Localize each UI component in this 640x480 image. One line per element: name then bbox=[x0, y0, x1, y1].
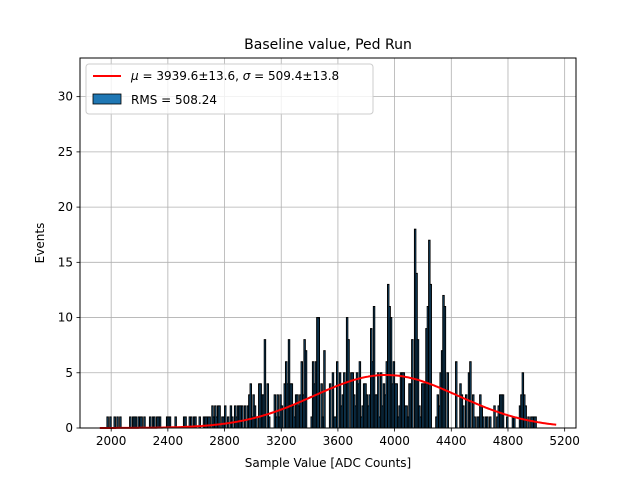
histogram-bar bbox=[143, 416, 146, 429]
histogram-bar bbox=[148, 416, 152, 429]
histogram-bar bbox=[486, 416, 489, 429]
histogram-bar bbox=[241, 405, 244, 429]
legend-rms-label: RMS = 508.24 bbox=[131, 93, 217, 107]
y-tick-label: 20 bbox=[58, 200, 73, 214]
histogram-bar bbox=[473, 416, 476, 429]
histogram-bar bbox=[481, 416, 485, 429]
histogram-bar bbox=[506, 416, 509, 429]
histogram-bar bbox=[113, 416, 116, 429]
legend-fit-label: μ = 3939.6±13.6, σ = 509.4±13.8 bbox=[130, 69, 339, 83]
histogram-bar bbox=[323, 350, 326, 429]
histogram-bar bbox=[119, 416, 122, 429]
x-axis-label: Sample Value [ADC Counts] bbox=[245, 456, 411, 470]
y-tick-label: 10 bbox=[58, 311, 73, 325]
x-tick-label: 3600 bbox=[323, 434, 354, 448]
y-axis-label: Events bbox=[33, 223, 47, 264]
legend-box bbox=[85, 63, 374, 115]
chart-title: Baseline value, Ped Run bbox=[244, 37, 412, 53]
histogram-bar bbox=[243, 405, 247, 429]
x-tick-label: 3200 bbox=[266, 434, 297, 448]
histogram-bar bbox=[328, 383, 332, 429]
histogram-bar bbox=[304, 350, 308, 429]
legend-histogram-swatch bbox=[92, 93, 122, 105]
y-tick-label: 0 bbox=[65, 421, 73, 435]
histogram-bar bbox=[134, 416, 138, 429]
histogram-bar bbox=[443, 306, 447, 429]
y-tick-label: 30 bbox=[58, 90, 73, 104]
histogram-bar bbox=[158, 416, 162, 429]
legend: μ = 3939.6±13.6, σ = 509.4±13.8 RMS = 50… bbox=[85, 63, 374, 115]
histogram-bar bbox=[109, 416, 112, 429]
gaussian-fit-line bbox=[99, 374, 557, 429]
x-axis-ticks: 2000 2400 2800 3200 3600 4000 4400 4800 5200 bbox=[96, 428, 580, 448]
histogram-bar bbox=[255, 416, 258, 429]
y-tick-label: 25 bbox=[58, 145, 73, 159]
histogram-bar bbox=[153, 416, 156, 429]
histogram-bar bbox=[168, 416, 172, 429]
y-tick-label: 15 bbox=[58, 255, 73, 269]
x-tick-label: 4000 bbox=[379, 434, 410, 448]
histogram-bar bbox=[267, 416, 271, 429]
histogram-bar bbox=[513, 416, 516, 429]
histogram-bar bbox=[527, 416, 530, 429]
histogram-bar bbox=[446, 372, 449, 429]
histogram-bar bbox=[489, 416, 492, 429]
histogram-bar bbox=[411, 339, 414, 429]
x-tick-label: 4400 bbox=[436, 434, 467, 448]
histogram-bar bbox=[336, 361, 339, 429]
x-tick-label: 2400 bbox=[153, 434, 184, 448]
histogram-bar bbox=[347, 339, 350, 429]
histogram-bar bbox=[524, 405, 527, 429]
x-tick-label: 4800 bbox=[493, 434, 524, 448]
histogram-bar bbox=[140, 416, 143, 429]
x-tick-label: 2000 bbox=[96, 434, 127, 448]
x-tick-label: 5200 bbox=[549, 434, 580, 448]
histogram-bar bbox=[501, 394, 505, 429]
histogram-bar bbox=[224, 405, 227, 429]
histogram-bar bbox=[317, 317, 320, 429]
y-tick-label: 5 bbox=[65, 366, 73, 380]
histogram-bar bbox=[106, 416, 109, 429]
histogram-bar bbox=[116, 416, 119, 429]
x-tick-label: 2800 bbox=[209, 434, 240, 448]
plot-frame bbox=[79, 57, 577, 429]
histogram-bar bbox=[493, 405, 496, 429]
histogram-bar bbox=[129, 416, 132, 429]
y-axis-ticks: 0 5 10 15 20 25 30 bbox=[58, 90, 80, 435]
histogram-bar bbox=[429, 283, 432, 429]
histogram-bars bbox=[106, 228, 537, 429]
histogram-bar bbox=[462, 405, 465, 429]
histogram-bar bbox=[469, 361, 472, 429]
